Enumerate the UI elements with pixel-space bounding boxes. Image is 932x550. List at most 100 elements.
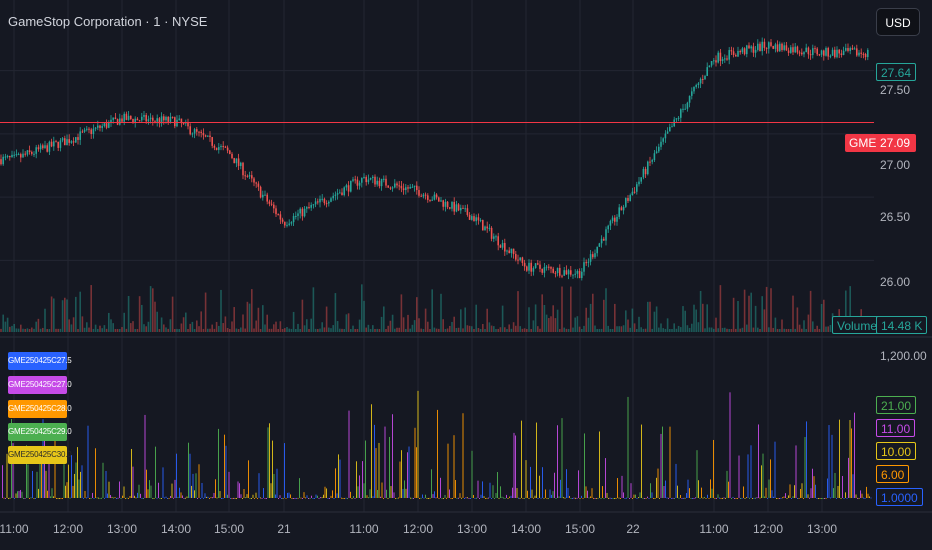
candle-body: [116, 119, 119, 125]
volume-bar: [563, 327, 565, 332]
option-volume-bar: [23, 497, 24, 499]
currency-button[interactable]: USD: [876, 8, 920, 36]
candle-body: [528, 262, 530, 271]
volume-bar: [101, 328, 103, 332]
option-volume-bar: [348, 410, 350, 498]
candle-body: [97, 125, 99, 128]
candle-body: [693, 86, 695, 92]
candle-body: [424, 194, 427, 196]
candle-body: [101, 125, 103, 128]
candle-body: [552, 268, 554, 273]
candle-body: [836, 49, 838, 58]
volume-bar: [55, 328, 57, 332]
option-volume-bar: [320, 497, 321, 499]
legend-item-c30[interactable]: GME250425C30.0: [8, 446, 72, 464]
option-volume-bar: [551, 494, 552, 498]
option-volume-bar: [833, 488, 834, 498]
volume-bar: [572, 327, 574, 332]
candle-body: [290, 222, 293, 224]
option-volume-bar: [149, 480, 150, 498]
option-volume-bar: [642, 497, 644, 499]
candle-body: [440, 200, 442, 202]
option-volume-bar: [272, 440, 273, 498]
option-volume-bar: [225, 445, 227, 498]
option-volume-bar: [744, 497, 746, 499]
option-volume-bar: [290, 494, 291, 498]
option-volume-bar: [504, 497, 506, 499]
option-volume-bar: [371, 404, 372, 498]
option-volume-bar: [485, 498, 486, 499]
volume-bar: [728, 328, 730, 332]
option-volume-bar: [35, 497, 36, 499]
volume-bar: [814, 328, 816, 332]
option-volume-bar: [560, 479, 561, 498]
volume-bar: [220, 289, 222, 332]
volume-bar: [145, 326, 147, 332]
legend-item-c29[interactable]: GME250425C29.0: [8, 423, 72, 441]
option-volume-bar: [525, 460, 527, 498]
volume-bar: [119, 328, 121, 332]
option-volume-bar: [309, 497, 311, 499]
option-volume-bar: [99, 497, 101, 499]
option-volume-bar: [263, 488, 264, 498]
option-volume-bar: [519, 498, 521, 499]
candle-body: [220, 146, 222, 148]
candle-body: [143, 115, 145, 117]
option-volume-bar: [800, 488, 801, 498]
option-volume-bar: [333, 497, 335, 499]
legend-item-c275[interactable]: GME250425C27.5: [8, 352, 72, 370]
candle-body: [57, 141, 59, 148]
volume-bar: [818, 328, 821, 332]
volume-bar: [545, 314, 548, 332]
option-volume-bar: [107, 493, 108, 498]
volume-bar: [719, 285, 722, 332]
option-volume-bar: [797, 497, 798, 499]
option-volume-bar: [150, 485, 152, 498]
candle-body: [847, 48, 849, 51]
volume-bar: [587, 317, 590, 332]
option-volume-bar: [203, 497, 204, 499]
candle-body: [677, 117, 680, 119]
legend-item-c28[interactable]: GME250425C28.0: [8, 400, 72, 418]
candle-body: [226, 147, 229, 151]
candle-body: [193, 129, 196, 134]
candle-body: [741, 48, 744, 53]
option-volume-bar: [471, 450, 473, 498]
time-tick: 15:00: [564, 522, 596, 536]
legend-item-c27[interactable]: GME250425C27.0: [8, 376, 72, 394]
option-volume-bar: [198, 464, 200, 498]
option-volume-bar: [162, 467, 164, 498]
volume-bar: [374, 329, 376, 332]
volume-bar: [583, 325, 585, 332]
volume-bar: [196, 320, 198, 332]
volume-bar: [735, 328, 737, 332]
candle-body: [796, 46, 799, 53]
option-volume-bar: [30, 497, 32, 499]
volume-bar: [677, 325, 680, 332]
option-volume-bar: [524, 497, 525, 499]
candle-body: [732, 51, 735, 55]
volume-bar: [59, 328, 62, 332]
candle-body: [389, 187, 392, 189]
option-volume-bar: [626, 497, 627, 499]
candle-body: [341, 192, 343, 196]
option-volume-bar: [633, 494, 635, 498]
candle-body: [669, 126, 671, 132]
option-volume-bar: [612, 497, 614, 499]
candle-body: [66, 139, 68, 146]
volume-bar: [105, 328, 108, 332]
volume-bar: [759, 329, 761, 332]
volume-bar: [182, 317, 185, 332]
candle-body: [79, 131, 81, 140]
candle-body: [688, 95, 691, 103]
option-volume-bar: [506, 494, 507, 498]
option-volume-bar: [798, 498, 800, 499]
candle-body: [631, 191, 634, 196]
volume-bar: [519, 326, 521, 332]
volume-bar: [598, 328, 601, 332]
candle-body: [130, 115, 132, 120]
option-volume-bar: [341, 497, 342, 499]
option-volume-bar: [653, 497, 654, 499]
option-volume-bar: [464, 498, 465, 499]
